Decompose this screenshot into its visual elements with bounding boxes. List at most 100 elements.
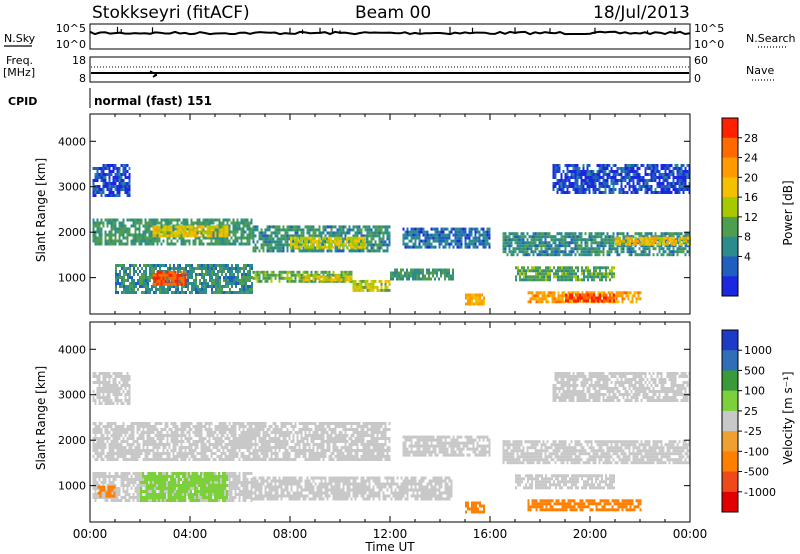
data-cell — [585, 269, 587, 273]
data-cell — [108, 170, 111, 173]
data-cell — [620, 232, 623, 236]
data-cell — [174, 225, 177, 229]
data-cell — [620, 179, 623, 182]
data-cell — [119, 276, 121, 279]
data-cell — [96, 221, 99, 225]
data-cell — [662, 179, 665, 182]
data-cell — [98, 437, 101, 440]
data-cell — [156, 233, 159, 237]
data-cell — [130, 446, 133, 449]
data-cell — [469, 293, 471, 297]
data-cell — [276, 246, 279, 250]
data-cell — [418, 242, 421, 246]
data-cell — [130, 452, 133, 455]
data-cell — [166, 425, 169, 428]
data-cell — [124, 236, 127, 240]
data-cell — [580, 247, 583, 251]
data-cell — [344, 231, 347, 235]
data-cell — [596, 164, 599, 167]
data-cell — [124, 434, 127, 437]
data-cell — [504, 238, 507, 242]
data-cell — [322, 270, 325, 274]
data-cell — [132, 440, 135, 443]
data-cell — [384, 228, 387, 232]
data-cell — [115, 276, 117, 279]
data-cell — [308, 236, 310, 240]
data-cell — [545, 300, 548, 304]
data-cell — [186, 218, 189, 222]
data-cell — [184, 239, 187, 243]
data-cell — [258, 270, 261, 274]
data-cell — [162, 234, 165, 238]
data-cell — [92, 182, 95, 185]
data-cell — [535, 275, 537, 279]
data-cell — [200, 434, 203, 437]
data-cell — [221, 264, 223, 267]
data-cell — [562, 188, 565, 191]
data-cell — [648, 167, 651, 170]
data-cell — [278, 225, 281, 229]
data-cell — [610, 238, 613, 242]
data-cell — [151, 264, 153, 267]
data-cell — [386, 225, 389, 229]
data-cell — [288, 234, 291, 238]
data-cell — [243, 291, 245, 294]
data-cell — [354, 239, 356, 243]
data-cell — [588, 238, 591, 242]
data-cell — [384, 225, 387, 229]
data-cell — [304, 242, 306, 246]
data-cell — [104, 443, 107, 446]
data-cell — [645, 242, 647, 246]
data-cell — [112, 239, 115, 243]
data-cell — [222, 221, 225, 225]
data-cell — [560, 185, 563, 188]
data-cell — [452, 233, 455, 237]
data-cell — [664, 176, 667, 179]
data-cell — [156, 443, 159, 446]
data-cell — [330, 245, 332, 249]
data-cell — [598, 235, 601, 239]
data-cell — [173, 285, 175, 288]
data-cell — [147, 264, 149, 267]
data-cell — [666, 176, 669, 179]
data-cell — [167, 285, 169, 288]
data-cell — [118, 236, 121, 240]
data-cell — [406, 230, 409, 234]
data-cell — [242, 236, 245, 240]
data-cell — [126, 452, 129, 455]
data-cell — [215, 288, 217, 291]
data-cell — [286, 270, 289, 274]
data-cell — [685, 239, 687, 243]
data-cell — [554, 164, 557, 167]
data-cell — [197, 285, 199, 288]
data-cell — [254, 276, 257, 280]
data-cell — [98, 239, 101, 243]
data-cell — [172, 437, 175, 440]
data-cell — [207, 270, 209, 273]
data-cell — [184, 234, 187, 238]
data-cell — [412, 277, 414, 281]
data-cell — [608, 164, 611, 167]
data-cell — [572, 250, 575, 254]
data-cell — [521, 269, 523, 273]
data-cell — [652, 247, 655, 251]
data-cell — [336, 246, 339, 250]
data-cell — [231, 273, 233, 276]
data-cell — [537, 272, 539, 276]
y-tick-label: 4000 — [58, 135, 86, 148]
data-cell — [680, 188, 683, 191]
data-cell — [560, 244, 563, 248]
data-cell — [578, 170, 581, 173]
data-cell — [252, 240, 255, 244]
data-cell — [531, 269, 533, 273]
data-cell — [264, 234, 267, 238]
data-cell — [609, 278, 611, 282]
data-cell — [645, 236, 647, 240]
data-cell — [166, 273, 169, 277]
data-cell — [557, 269, 559, 273]
data-cell — [545, 269, 547, 273]
data-cell — [312, 273, 315, 277]
data-cell — [566, 164, 569, 167]
data-cell — [420, 277, 422, 281]
data-cell — [208, 218, 211, 222]
